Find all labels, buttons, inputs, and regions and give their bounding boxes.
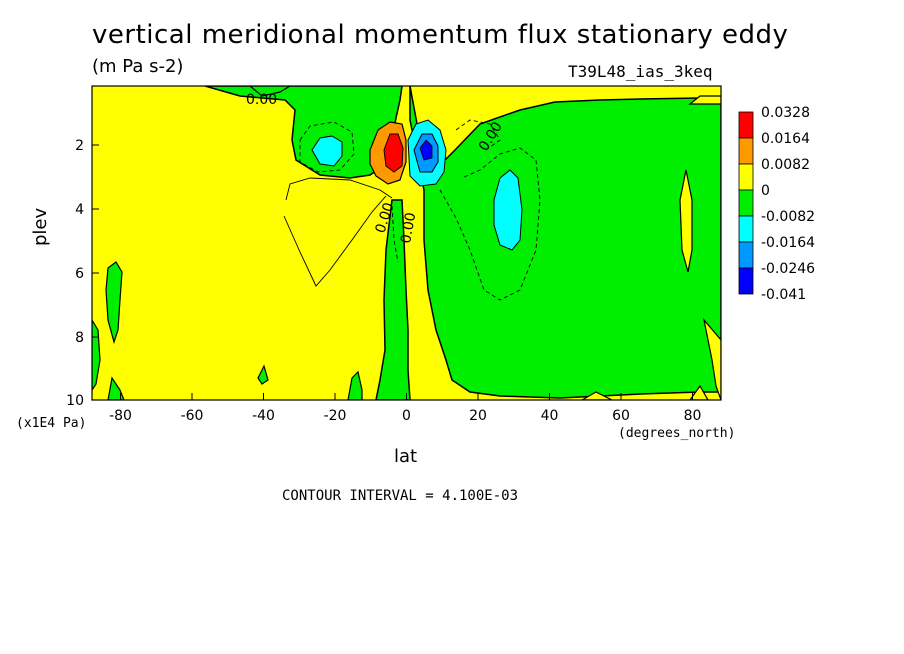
positive-island-nh-5 [689,384,709,400]
y-tick-label: 2 [75,138,84,154]
x-tick-label: 20 [469,408,487,424]
negative-patch-west-5 [347,370,363,400]
chart-title: vertical meridional momentum flux statio… [92,20,789,50]
y-tick-label: 8 [75,330,84,346]
x-tick-label: -80 [109,408,132,424]
colorbar-swatch [738,189,754,217]
contour-field [92,86,721,400]
colorbar-label: 0.0328 [761,105,810,121]
colorbar-label: -0.0246 [761,261,815,277]
y-tick-label: 10 [66,393,84,409]
colorbar-label: 0.0082 [761,157,810,173]
positive-island-nh-2 [702,317,721,400]
negative-patch-west-4 [257,364,269,385]
contour-label: 0.00 [246,92,277,108]
x-tick-label: 0 [402,408,411,424]
x-tick-label: 40 [541,408,559,424]
negative-region-top [249,86,292,97]
chart-units: (m Pa s-2) [92,56,184,77]
colorbar-label: -0.0082 [761,209,815,225]
negative-region-main [409,86,721,399]
y-axis-label: plev [30,207,51,246]
colorbar-label: 0 [761,183,770,199]
x-tick-label: -40 [252,408,275,424]
positive-island-nh-1 [679,169,693,273]
y-axis-units: (x1E4 Pa) [16,416,87,431]
positive-island-nh-4 [580,391,613,400]
negative-region-equatorial [375,199,411,400]
y-axis [92,144,99,401]
colorbar-label: 0.0164 [761,131,810,147]
positive-contour [283,195,387,287]
negative-contour-dashed [439,147,541,301]
positive-island-nh-3 [688,95,721,105]
colorbar-label: -0.041 [761,287,806,303]
cyan-patch-sh [311,135,343,167]
x-tick-label: -20 [324,408,347,424]
colorbar-label: -0.0164 [761,235,815,251]
x-axis [120,393,693,400]
deep-blue-core-nh [419,139,433,161]
positive-contour [285,177,393,201]
colorbar-swatch [738,137,754,165]
colorbar-swatch [738,111,754,139]
colorbar [738,111,754,295]
cyan-patch-nh [493,169,523,251]
colorbar-swatch [738,267,754,295]
x-tick-label: 80 [684,408,702,424]
contour-interval: CONTOUR INTERVAL = 4.100E-03 [282,488,519,504]
x-tick-label: -60 [181,408,204,424]
x-tick-label: 60 [612,408,630,424]
y-tick-label: 6 [75,266,84,282]
colorbar-swatch [738,241,754,269]
red-core-sh [383,133,404,173]
x-axis-units: (degrees_north) [618,426,736,441]
x-axis-label: lat [394,446,418,467]
colorbar-swatch [738,215,754,243]
contour-label: 0.00 [398,211,419,244]
negative-contour-dashed [455,119,501,151]
colorbar-swatch [738,163,754,191]
negative-patch-west-1 [105,261,123,345]
run-id: T39L48_ias_3keq [568,62,713,81]
negative-contour-dashed [299,121,355,173]
y-tick-label: 4 [75,202,84,218]
